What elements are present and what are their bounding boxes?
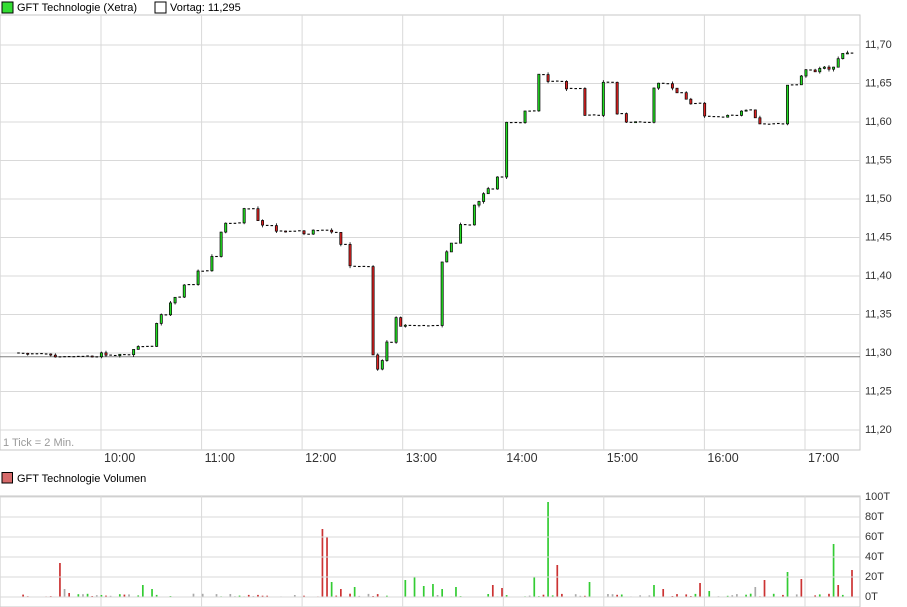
svg-text:0T: 0T [865, 591, 878, 603]
svg-text:GFT Technologie Volumen: GFT Technologie Volumen [17, 473, 146, 485]
svg-text:15:00: 15:00 [607, 451, 638, 465]
svg-text:13:00: 13:00 [406, 451, 437, 465]
svg-text:11,20: 11,20 [865, 424, 892, 436]
svg-text:80T: 80T [865, 511, 884, 523]
svg-text:GFT Technologie (Xetra): GFT Technologie (Xetra) [17, 2, 137, 14]
svg-text:16:00: 16:00 [707, 451, 738, 465]
svg-text:11,55: 11,55 [865, 155, 892, 167]
svg-text:11,60: 11,60 [865, 116, 892, 128]
svg-text:12:00: 12:00 [305, 451, 336, 465]
svg-text:20T: 20T [865, 571, 884, 583]
svg-text:11:00: 11:00 [205, 451, 235, 465]
svg-text:11,30: 11,30 [865, 347, 892, 359]
svg-text:11,35: 11,35 [865, 309, 892, 321]
svg-text:11,25: 11,25 [865, 386, 892, 398]
svg-text:14:00: 14:00 [506, 451, 537, 465]
svg-text:11,40: 11,40 [865, 270, 892, 282]
svg-text:1 Tick = 2 Min.: 1 Tick = 2 Min. [3, 437, 74, 449]
svg-text:11,50: 11,50 [865, 193, 892, 205]
svg-text:11,70: 11,70 [865, 39, 892, 51]
svg-text:10:00: 10:00 [104, 451, 135, 465]
svg-text:40T: 40T [865, 551, 884, 563]
svg-text:11,65: 11,65 [865, 78, 892, 90]
svg-text:Vortag: 11,295: Vortag: 11,295 [170, 2, 241, 14]
svg-text:60T: 60T [865, 531, 884, 543]
svg-text:17:00: 17:00 [808, 451, 839, 465]
svg-text:11,45: 11,45 [865, 232, 892, 244]
svg-text:100T: 100T [865, 491, 890, 503]
